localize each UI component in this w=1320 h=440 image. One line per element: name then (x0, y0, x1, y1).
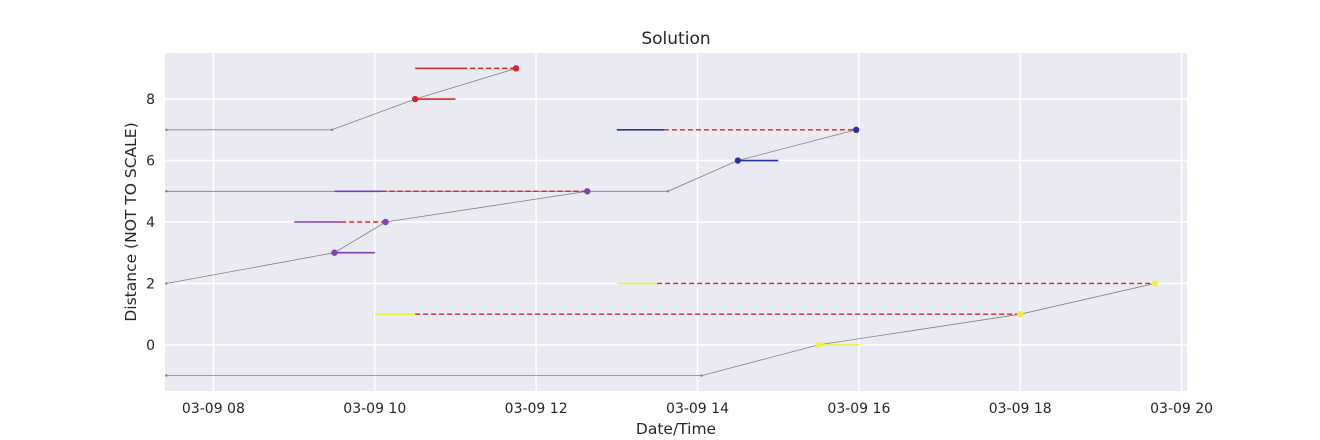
x-tick-label: 03-09 18 (989, 401, 1052, 417)
arrival-point-2-0 (331, 249, 338, 256)
route-vertex-3-1 (700, 374, 703, 377)
x-tick-label: 03-09 16 (827, 401, 890, 417)
route-line-2 (166, 190, 588, 284)
arrival-point-1-1 (852, 126, 860, 134)
x-tick-label: 03-09 08 (182, 401, 245, 417)
arrival-point-3-0 (815, 341, 822, 349)
y-axis-title: Distance (NOT TO SCALE) (122, 122, 140, 321)
grid-lines (165, 53, 1187, 391)
tick-labels: 03-09 08 03-09 10 03-09 12 03-09 14 03-09 16… (146, 92, 1213, 417)
arrival-point-3-2 (1151, 280, 1158, 287)
route-line-0 (166, 68, 517, 131)
stop-markers (331, 65, 1158, 349)
y-tick-label: 4 (146, 215, 155, 231)
arrival-point-1-0 (734, 157, 742, 164)
x-tick-label: 03-09 10 (343, 401, 406, 417)
route-vertex-0-1 (330, 128, 333, 132)
arrival-point-0-0 (411, 95, 419, 103)
y-tick-label: 2 (146, 276, 155, 292)
route-vertex-1-0 (165, 190, 168, 193)
route-vertex-0-0 (165, 128, 168, 132)
x-tick-label: 03-09 20 (1150, 401, 1213, 417)
arrival-point-3-1 (1017, 310, 1024, 318)
y-tick-label: 0 (146, 338, 155, 354)
x-tick-label: 03-09 14 (666, 401, 729, 417)
route-vertex-3-0 (165, 374, 168, 377)
y-tick-label: 8 (146, 92, 155, 108)
arrival-point-2-1 (382, 218, 389, 226)
arrival-point-2-2 (584, 188, 591, 195)
time-windows (294, 67, 1155, 346)
x-axis-title: Date/Time (636, 420, 716, 438)
route-vertex-2-0 (165, 282, 168, 285)
x-tick-label: 03-09 12 (505, 401, 568, 417)
arrival-point-0-1 (512, 65, 520, 72)
route-vertex-1-1 (666, 190, 670, 193)
y-tick-label: 6 (146, 154, 155, 170)
chart-title: Solution (641, 29, 710, 49)
